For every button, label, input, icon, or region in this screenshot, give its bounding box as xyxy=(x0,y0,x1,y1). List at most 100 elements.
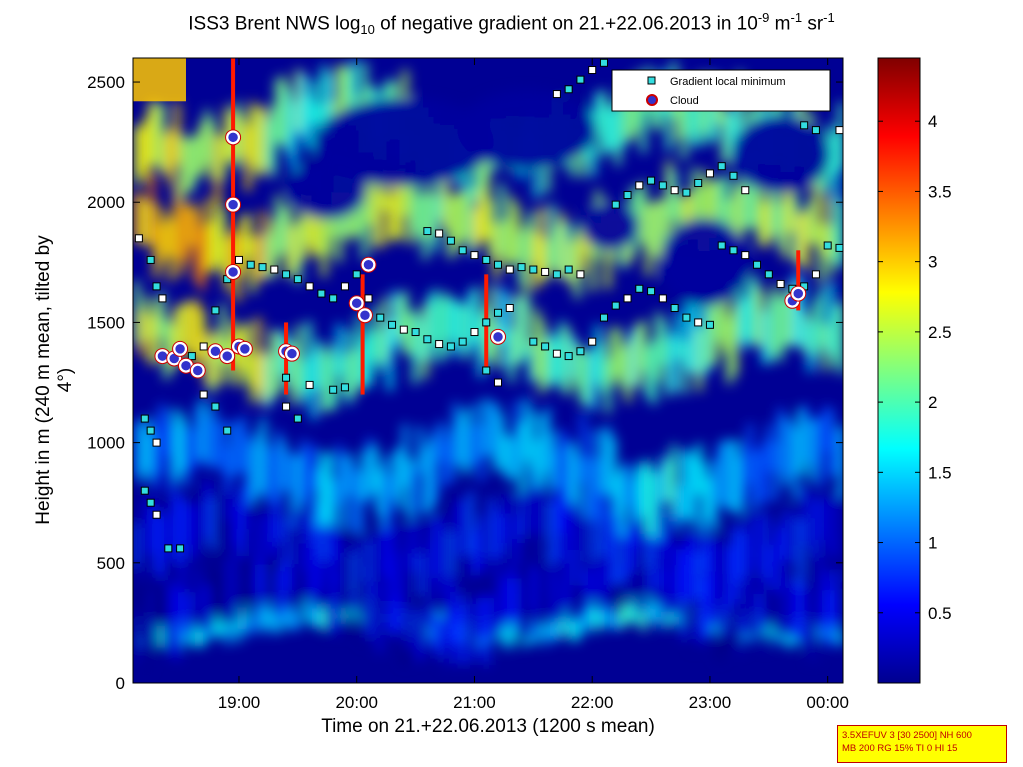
heatmap-cell xyxy=(143,498,150,555)
heatmap-cell xyxy=(680,86,688,160)
heatmap-cell xyxy=(411,309,419,384)
heatmap-cell xyxy=(640,460,647,516)
heatmap-cell xyxy=(193,567,201,609)
heatmap-cell xyxy=(269,545,277,593)
heatmap-cell xyxy=(604,426,612,494)
heatmap-cell xyxy=(209,336,216,393)
heatmap-cell xyxy=(472,207,480,250)
cloud-marker-ring xyxy=(172,340,189,357)
heatmap-cell xyxy=(711,179,718,238)
heatmap-cell xyxy=(665,459,673,503)
heatmap-cell xyxy=(158,102,165,173)
gradient-minimum-marker xyxy=(670,304,679,312)
heatmap-cell xyxy=(650,339,657,405)
heatmap-cell xyxy=(807,513,815,575)
heatmap-cell xyxy=(655,602,662,624)
heatmap-cell xyxy=(472,403,480,464)
heatmap-cell xyxy=(609,530,617,586)
heatmap-cell xyxy=(493,222,500,279)
heatmap-cell xyxy=(619,85,627,148)
heatmap-cell xyxy=(832,619,840,642)
heatmap-cell xyxy=(148,431,155,481)
heatmap-cell xyxy=(685,531,693,603)
heatmap-cell xyxy=(376,468,383,516)
heatmap-cell xyxy=(488,402,495,458)
heatmap-cell xyxy=(670,331,678,391)
heatmap-cell xyxy=(264,472,272,548)
gradient-minimum-marker xyxy=(340,383,349,392)
heatmap-cell xyxy=(158,222,165,265)
heatmap-cell xyxy=(690,168,698,219)
heatmap-cell xyxy=(325,208,333,255)
heatmap-cell xyxy=(564,327,571,396)
heatmap-cell xyxy=(553,225,561,274)
heatmap-cell xyxy=(320,606,328,629)
heatmap-cell xyxy=(584,351,591,405)
heatmap-cell xyxy=(645,515,652,569)
heatmap-cell xyxy=(193,503,201,556)
heatmap-cell xyxy=(822,571,830,638)
heatmap-cell xyxy=(594,504,602,571)
heatmap-cell xyxy=(452,608,460,664)
heatmap-cell xyxy=(330,343,338,410)
heatmap-cell xyxy=(493,506,500,577)
heatmap-cell xyxy=(731,528,738,603)
heatmap-cell xyxy=(513,204,520,261)
colorbar xyxy=(877,57,921,684)
heatmap-cell xyxy=(340,353,348,395)
gradient-minimum-marker xyxy=(329,385,338,394)
gradient-minimum-marker xyxy=(541,342,550,351)
gradient-minimum-marker xyxy=(340,282,349,291)
heatmap-cell xyxy=(716,445,723,503)
heatmap-cell xyxy=(716,590,723,661)
gradient-minimum-marker xyxy=(835,126,843,135)
heatmap-cell xyxy=(239,607,247,629)
heatmap-cell xyxy=(528,464,536,534)
heatmap-cell xyxy=(447,427,454,482)
heatmap-cell xyxy=(706,476,713,520)
y-axis-label: Height in m (240 m mean, tilted by 4°) xyxy=(33,235,76,525)
heatmap-cell xyxy=(528,621,536,643)
gradient-minimum-marker xyxy=(423,227,432,236)
gradient-minimum-marker xyxy=(376,313,385,322)
gradient-minimum-marker xyxy=(647,176,656,185)
heatmap-cell xyxy=(619,347,627,389)
heatmap-cell xyxy=(533,439,541,490)
heatmap-cell xyxy=(503,219,510,268)
heatmap-cell xyxy=(275,78,282,145)
heatmap-cell xyxy=(614,327,622,378)
heatmap-cell xyxy=(543,494,551,540)
gradient-minimum-marker xyxy=(623,191,632,200)
heatmap-cell xyxy=(670,444,678,518)
heatmap-cell xyxy=(533,232,541,289)
gradient-minimum-marker xyxy=(282,373,291,382)
heatmap-cell xyxy=(746,423,754,484)
heatmap-cell xyxy=(513,578,520,634)
heatmap-cell xyxy=(234,552,241,597)
heatmap-cell xyxy=(249,574,257,622)
heatmap-cell xyxy=(183,207,191,262)
heatmap-cell xyxy=(188,301,196,358)
gradient-minimum-marker xyxy=(176,544,185,553)
heatmap-cell xyxy=(457,498,465,557)
heatmap-cell xyxy=(366,540,373,582)
heatmap-cell xyxy=(690,583,698,650)
gradient-minimum-marker xyxy=(446,342,455,351)
heatmap-cell xyxy=(482,127,490,200)
heatmap-cell xyxy=(802,405,809,463)
heatmap-cell xyxy=(832,489,840,560)
heatmap-cell xyxy=(766,295,774,363)
cloud-marker xyxy=(490,329,506,345)
heatmap-cell xyxy=(599,489,607,558)
heatmap-cell xyxy=(518,483,525,539)
heatmap-cell xyxy=(447,572,454,647)
heatmap-cell xyxy=(721,440,728,509)
heatmap-cell xyxy=(305,447,312,507)
heatmap-cell xyxy=(264,539,272,601)
heatmap-cell xyxy=(559,614,566,636)
gradient-minimum-marker xyxy=(753,260,762,269)
gradient-minimum-marker xyxy=(282,270,291,279)
heatmap-cell xyxy=(183,424,191,488)
heatmap-cell xyxy=(812,299,820,359)
heatmap-cell xyxy=(777,202,784,250)
